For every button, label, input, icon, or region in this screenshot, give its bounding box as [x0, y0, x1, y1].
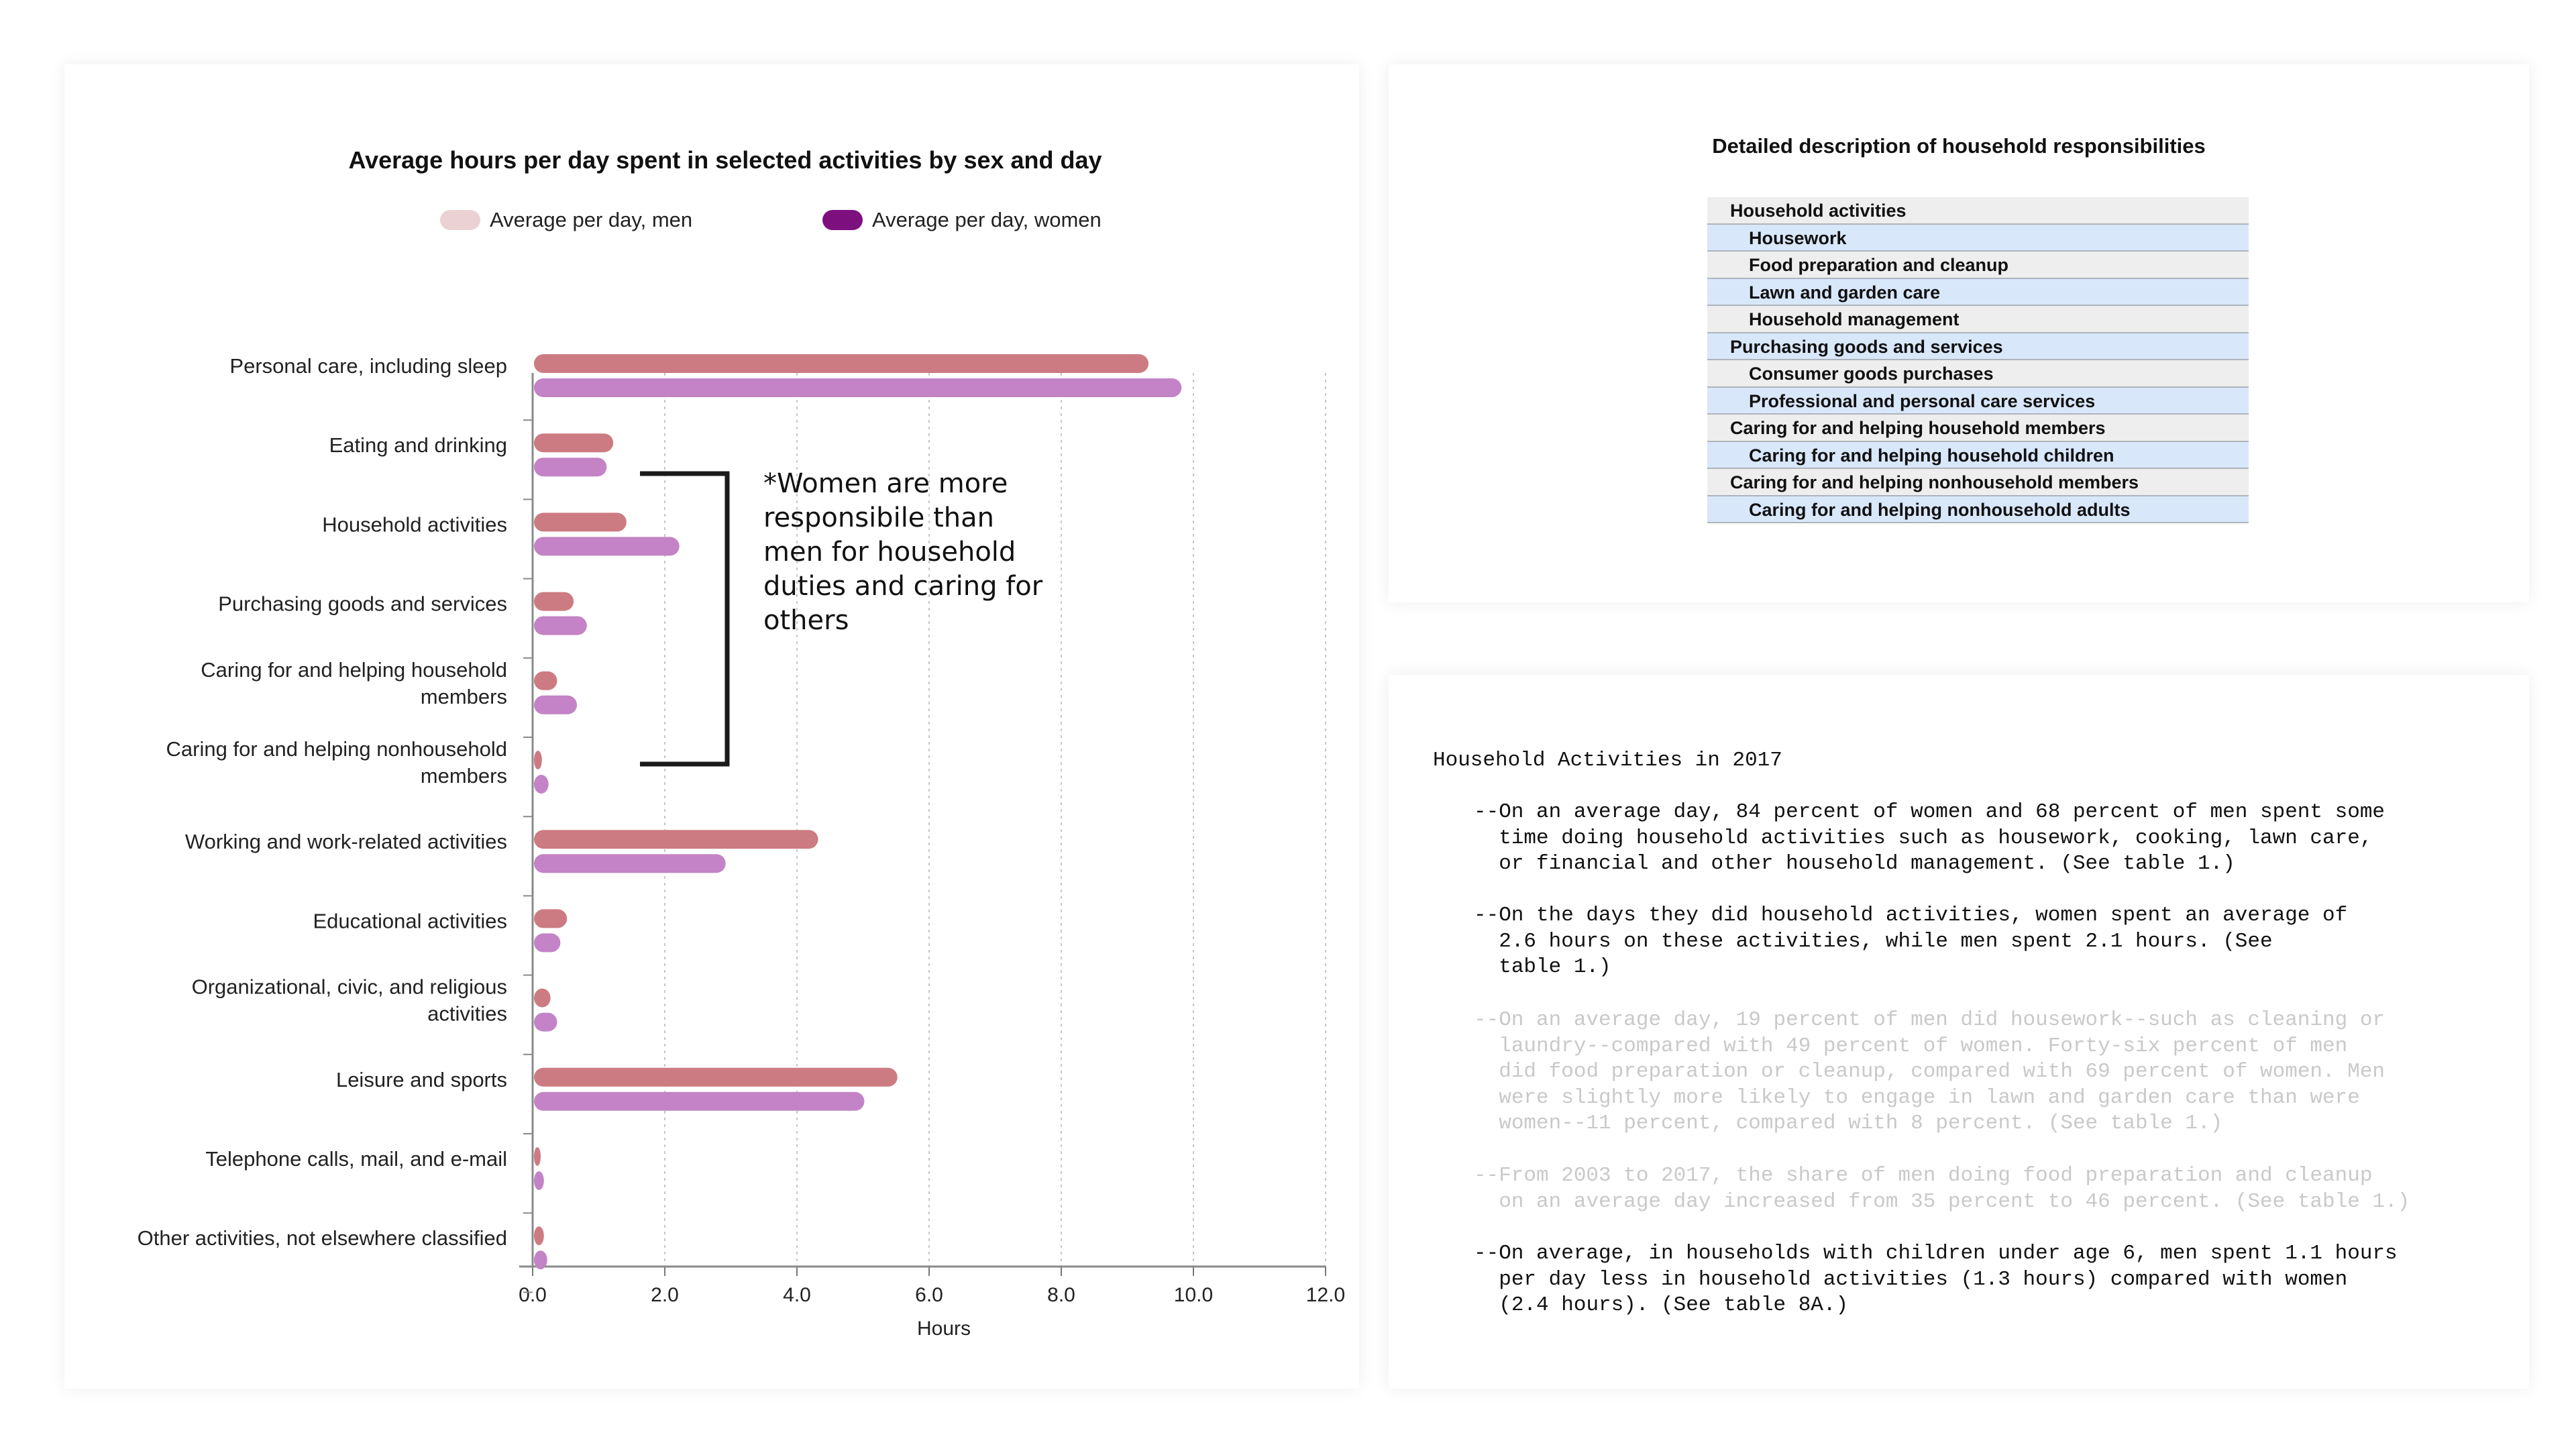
category-label: Caring for and helping nonhousehold — [166, 737, 507, 761]
category-labels: Personal care, including sleep Eating and… — [138, 354, 507, 1250]
table-row: Caring for and helping nonhousehold adul… — [1707, 496, 2249, 523]
x-tick-label: 12.0 — [1306, 1284, 1345, 1306]
table-row: Lawn and garden care — [1707, 278, 2249, 306]
bar-men[interactable] — [534, 909, 568, 928]
table-row: Caring for and helping household members — [1707, 415, 2249, 442]
bar-men[interactable] — [534, 354, 1149, 373]
gridlines — [664, 373, 1326, 1267]
bar-women[interactable] — [534, 695, 578, 714]
table-row-label: Caring for and helping household members — [1730, 418, 2106, 438]
bar-women[interactable] — [534, 1250, 547, 1270]
note-paragraph: --On an average day, 84 percent of women… — [1474, 800, 2385, 876]
x-tick-label: 6.0 — [915, 1284, 943, 1306]
category-label: members — [421, 764, 507, 788]
legend-label-women: Average per day, women — [872, 208, 1102, 231]
table-row: Professional and personal care services — [1707, 387, 2249, 415]
bar-women[interactable] — [534, 537, 680, 556]
category-label: Telephone calls, mail, and e-mail — [205, 1147, 507, 1171]
table-row-label: Caring for and helping nonhousehold adul… — [1749, 499, 2131, 520]
table-row-label: Household management — [1749, 309, 1960, 329]
x-axis-label: Hours — [917, 1318, 971, 1340]
category-label: activities — [427, 1002, 507, 1026]
category-label: Educational activities — [313, 909, 508, 932]
category-label: Eating and drinking — [329, 433, 507, 457]
bar-men[interactable] — [534, 1067, 898, 1087]
bar-chart: 0.0 2.0 4.0 6.0 8.0 10.0 12.0 Hours Personal ca… — [138, 354, 1345, 1340]
table-row-label: Caring for and helping nonhousehold memb… — [1730, 472, 2139, 492]
table-row: Purchasing goods and services — [1707, 333, 2249, 360]
bar-women[interactable] — [534, 854, 726, 873]
chart-annotation: *Women are more responsibile than men fo… — [763, 468, 1043, 636]
legend-swatch-women — [822, 210, 863, 230]
table-row-label: Food preparation and cleanup — [1749, 255, 2009, 275]
annotation-bracket — [640, 471, 730, 767]
bar-men[interactable] — [534, 1226, 544, 1246]
table-row-label: Purchasing goods and services — [1730, 336, 2003, 357]
table-row: Caring for and helping nonhousehold memb… — [1707, 469, 2249, 496]
x-tick-label: 4.0 — [783, 1284, 811, 1306]
x-tick-label: 8.0 — [1047, 1284, 1075, 1306]
table-row: Household activities — [1707, 197, 2249, 225]
table-row-label: Consumer goods purchases — [1749, 364, 1994, 384]
notes-panel: Household Activities in 2017 --On an ave… — [1389, 675, 2529, 1389]
category-label: members — [421, 685, 507, 708]
legend-item-women[interactable]: Average per day, women — [822, 208, 1102, 232]
chart-legend: Average per day, men Average per day, wo… — [64, 208, 1359, 235]
x-tick-label: 2.0 — [651, 1284, 679, 1306]
legend-item-men[interactable]: Average per day, men — [440, 208, 692, 232]
bar-men[interactable] — [534, 988, 551, 1008]
legend-label-men: Average per day, men — [490, 208, 693, 231]
category-label: Caring for and helping household — [201, 658, 507, 682]
bar-men[interactable] — [534, 433, 614, 453]
category-label: Other activities, not elsewhere classifi… — [138, 1226, 507, 1250]
bar-women[interactable] — [534, 378, 1182, 397]
bar-women[interactable] — [534, 458, 607, 477]
table-row: Consumer goods purchases — [1707, 360, 2249, 388]
responsibilities-table: Household activities Housework Food prepar… — [1707, 197, 2249, 523]
bar-women[interactable] — [534, 1012, 557, 1032]
table-row-label: Caring for and helping household childre… — [1749, 445, 2114, 466]
table-row-label: Lawn and garden care — [1749, 282, 1941, 303]
bars — [534, 354, 1182, 1270]
note-paragraph: --On average, in households with childre… — [1474, 1242, 2398, 1318]
category-label: Household activities — [322, 513, 507, 536]
category-label: Working and work-related activities — [185, 830, 507, 853]
chart-title: Average hours per day spent in selected … — [348, 146, 1102, 174]
responsibilities-panel: Detailed description of household respon… — [1389, 64, 2529, 602]
bar-men[interactable] — [534, 592, 574, 611]
bar-men[interactable] — [534, 513, 627, 532]
table-row-label: Professional and personal care services — [1749, 390, 2096, 411]
bar-women[interactable] — [534, 1171, 544, 1190]
note-paragraph: --On the days they did household activit… — [1474, 904, 2348, 979]
legend-swatch-men — [440, 210, 480, 230]
category-label: Purchasing goods and services — [218, 592, 507, 616]
table-title: Detailed description of household respon… — [1712, 134, 2206, 158]
x-tick-label: 10.0 — [1174, 1284, 1213, 1306]
table-row: Caring for and helping household childre… — [1707, 441, 2249, 469]
bar-men[interactable] — [534, 830, 818, 849]
note-paragraph: --From 2003 to 2017, the share of men do… — [1474, 1164, 2410, 1214]
chart-axes: 0.0 2.0 4.0 6.0 8.0 10.0 12.0 Hours — [519, 373, 1345, 1340]
bar-men[interactable] — [534, 751, 542, 769]
bar-women[interactable] — [534, 775, 549, 794]
category-label: Personal care, including sleep — [229, 354, 507, 378]
bar-women[interactable] — [534, 616, 587, 635]
table-row: Food preparation and cleanup — [1707, 252, 2249, 279]
category-label: Leisure and sports — [336, 1068, 507, 1091]
category-label: Organizational, civic, and religious — [192, 975, 507, 999]
table-row-label: Housework — [1749, 227, 1847, 248]
bar-men[interactable] — [534, 1147, 541, 1166]
note-paragraph: --On an average day, 19 percent of men d… — [1474, 1008, 2385, 1136]
bar-women[interactable] — [534, 933, 561, 953]
bar-men[interactable] — [534, 671, 557, 690]
notes-heading: Household Activities in 2017 — [1433, 749, 1782, 772]
table-row: Housework — [1707, 224, 2249, 252]
table-row-label: Household activities — [1730, 201, 1907, 221]
table-row: Household management — [1707, 306, 2249, 333]
chart-panel: Average hours per day spent in selected … — [64, 64, 1359, 1389]
bar-women[interactable] — [534, 1091, 865, 1111]
x-tick-label: 0.0 — [519, 1284, 547, 1306]
